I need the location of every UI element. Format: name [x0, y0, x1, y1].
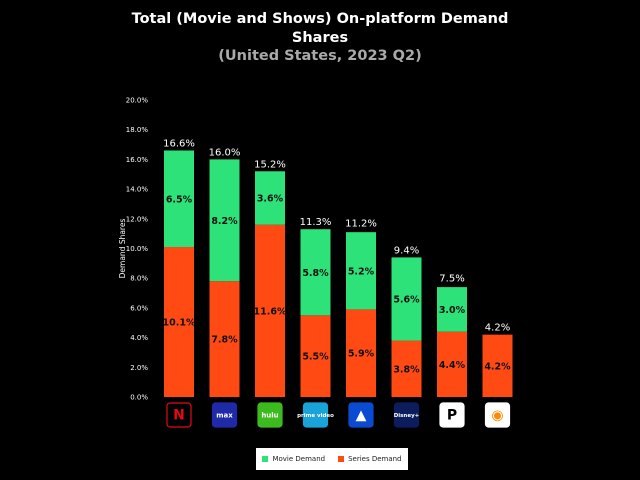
chart-title-line-1: Total (Movie and Shows) On-platform Dema… — [131, 11, 509, 27]
y-tick-label: 8.0% — [130, 275, 148, 283]
legend-label-movie: Movie Demand — [272, 455, 326, 463]
y-tick-label: 2.0% — [130, 364, 148, 372]
chart-title-line-2: Shares — [291, 30, 349, 46]
series-demand-bar — [300, 315, 331, 397]
movie-demand-bar — [391, 257, 422, 341]
series-demand-label: 5.9% — [348, 349, 375, 360]
series-demand-label: 3.8% — [393, 364, 420, 375]
paramount-logo-mark: ▲ — [356, 408, 367, 424]
movie-demand-label: 3.6% — [257, 194, 284, 205]
prime-video-logo — [302, 402, 329, 428]
prime-video-logo-mark: prime video — [297, 413, 334, 419]
disney-plus-logo — [393, 402, 420, 428]
series-demand-label: 4.2% — [484, 361, 511, 372]
y-tick-label: 14.0% — [126, 186, 149, 194]
legend-swatch-series — [338, 456, 345, 462]
chart-legend: Movie Demand Series Demand — [256, 448, 408, 470]
series-demand-label: 5.5% — [302, 352, 329, 363]
legend-label-series: Series Demand — [348, 455, 402, 463]
movie-demand-bar — [164, 150, 194, 248]
bar-total-label: 11.2% — [345, 219, 377, 230]
peacock-logo-mark: P — [447, 408, 457, 424]
y-tick-label: 4.0% — [130, 334, 148, 342]
series-demand-label: 11.6% — [254, 306, 287, 317]
series-demand-label: 4.4% — [439, 360, 466, 371]
movie-demand-label: 6.5% — [166, 194, 193, 205]
y-tick-label: 18.0% — [126, 126, 149, 134]
movie-demand-label: 3.0% — [439, 305, 466, 316]
bar-total-label: 16.0% — [209, 147, 241, 158]
peacock-logo — [439, 402, 465, 428]
disney-plus-logo-mark: Disney+ — [394, 413, 420, 419]
series-demand-bar — [391, 340, 422, 397]
chart-title: Total (Movie and Shows) On-platform Dema… — [0, 10, 640, 48]
series-demand-label: 10.1% — [163, 318, 196, 329]
bar-total-label: 16.6% — [163, 138, 195, 149]
paramount-logo — [348, 402, 374, 428]
bar-total-label: 11.3% — [300, 217, 332, 228]
series-demand-label: 7.8% — [211, 335, 238, 346]
legend-item-movie: Movie Demand — [262, 455, 325, 463]
max-logo-mark: max — [216, 411, 233, 419]
series-demand-bar — [437, 331, 467, 397]
discovery-plus-logo — [484, 402, 511, 428]
movie-demand-bar — [346, 232, 376, 310]
series-demand-bar — [164, 247, 194, 397]
bar-total-label: 7.5% — [439, 274, 464, 285]
movie-demand-label: 5.8% — [302, 268, 329, 279]
legend-item-series: Series Demand — [338, 455, 402, 463]
legend-swatch-movie — [262, 456, 269, 462]
netflix-logo — [166, 402, 192, 428]
discovery-plus-logo-mark: ◉ — [491, 408, 503, 424]
movie-demand-bar — [209, 159, 240, 282]
hulu-logo-mark: hulu — [261, 411, 278, 419]
movie-demand-label: 5.6% — [393, 294, 420, 305]
chart-subtitle: (United States, 2023 Q2) — [218, 48, 422, 64]
netflix-logo-mark: N — [173, 408, 185, 424]
movie-demand-bar — [255, 171, 285, 225]
bar-total-label: 4.2% — [485, 323, 510, 334]
y-tick-label: 12.0% — [126, 215, 149, 223]
max-logo — [211, 402, 238, 428]
hulu-logo — [257, 402, 283, 428]
y-tick-label: 16.0% — [126, 156, 149, 164]
series-demand-bar — [255, 224, 285, 397]
series-demand-bar — [346, 309, 376, 397]
movie-demand-bar — [300, 229, 331, 316]
y-tick-label: 20.0% — [126, 97, 149, 105]
movie-demand-label: 5.2% — [348, 266, 375, 277]
y-tick-label: 6.0% — [130, 304, 148, 312]
series-demand-bar — [482, 334, 513, 397]
bar-total-label: 9.4% — [394, 245, 419, 256]
movie-demand-bar — [437, 287, 467, 332]
bar-total-label: 15.2% — [254, 159, 286, 170]
y-tick-label: 10.0% — [126, 245, 149, 253]
series-demand-bar — [209, 281, 240, 397]
y-axis-label: Demand Shares — [118, 219, 127, 279]
stacked-bar-chart: Demand Shares 0.0% 2.0% 4.0% 6.0% 8.0% 10.0% 12… — [118, 97, 513, 428]
y-tick-label: 0.0% — [130, 394, 148, 402]
movie-demand-label: 8.2% — [211, 216, 238, 227]
